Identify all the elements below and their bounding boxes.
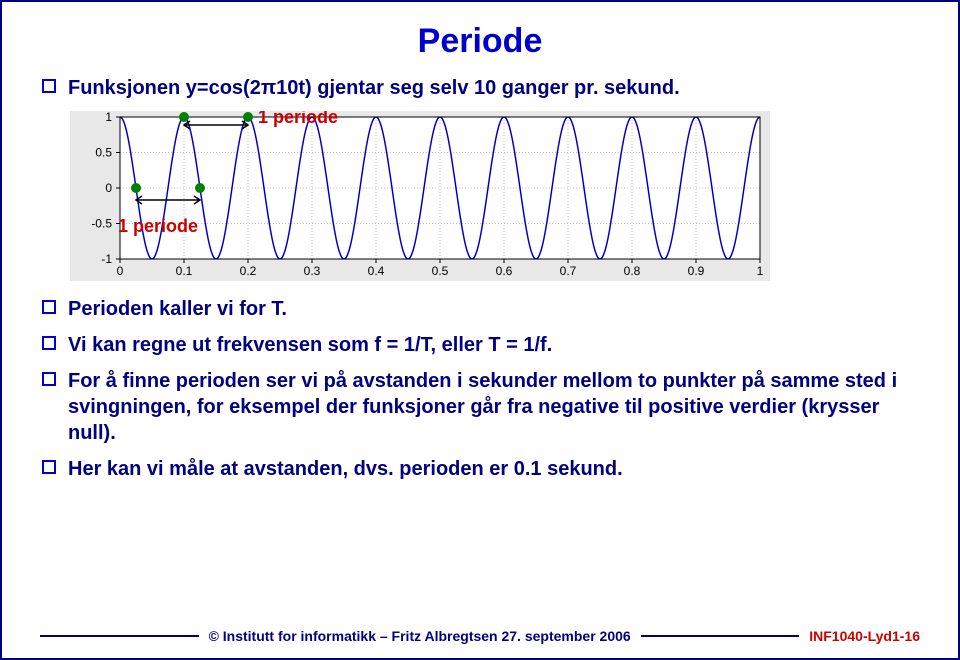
bullet-4: For å finne perioden ser vi på avstanden…: [42, 368, 920, 446]
svg-text:1 periode: 1 periode: [118, 216, 198, 236]
bullet-text: Her kan vi måle at avstanden, dvs. perio…: [68, 456, 623, 482]
bullet-text: Perioden kaller vi for T.: [68, 296, 287, 322]
bullet-5: Her kan vi måle at avstanden, dvs. perio…: [42, 456, 920, 482]
footer-left: © Institutt for informatikk – Fritz Albr…: [199, 628, 641, 644]
svg-text:1: 1: [105, 111, 112, 124]
svg-text:0.8: 0.8: [624, 264, 641, 278]
page-title: Periode: [40, 22, 920, 61]
svg-text:0: 0: [105, 181, 112, 195]
bullet-text: Funksjonen y=cos(2π10t) gjentar seg selv…: [68, 75, 680, 101]
svg-text:0.7: 0.7: [560, 264, 577, 278]
svg-text:0.5: 0.5: [432, 264, 449, 278]
bullet-text: Vi kan regne ut frekvensen som f = 1/T, …: [68, 332, 552, 358]
bullet-marker: [42, 336, 56, 350]
svg-text:-1: -1: [101, 252, 112, 266]
svg-text:0.3: 0.3: [304, 264, 321, 278]
svg-text:0.4: 0.4: [368, 264, 385, 278]
svg-text:-0.5: -0.5: [91, 217, 112, 231]
periode-chart: 0 0.1 0.2 0.3 0.4 0.5 0.6 0.7 0.8 0.9 1 -1 -0.5 0 0.5 1…: [70, 111, 770, 286]
bullet-1: Funksjonen y=cos(2π10t) gjentar seg selv…: [42, 75, 920, 101]
svg-text:1: 1: [757, 264, 764, 278]
bullet-marker: [42, 300, 56, 314]
svg-text:0.9: 0.9: [688, 264, 705, 278]
bullet-marker: [42, 79, 56, 93]
footer: © Institutt for informatikk – Fritz Albr…: [2, 628, 958, 644]
svg-text:0.1: 0.1: [176, 264, 193, 278]
svg-text:1 periode: 1 periode: [258, 111, 338, 127]
svg-text:0.6: 0.6: [496, 264, 513, 278]
footer-rule: [40, 635, 199, 637]
footer-rule: [641, 635, 800, 637]
svg-text:0: 0: [117, 264, 124, 278]
bullet-marker: [42, 372, 56, 386]
bullet-marker: [42, 460, 56, 474]
svg-text:0.5: 0.5: [95, 146, 112, 160]
bullet-3: Vi kan regne ut frekvensen som f = 1/T, …: [42, 332, 920, 358]
footer-right: INF1040-Lyd1-16: [799, 628, 920, 644]
bullet-text: For å finne perioden ser vi på avstanden…: [68, 368, 920, 446]
svg-text:0.2: 0.2: [240, 264, 257, 278]
bullet-2: Perioden kaller vi for T.: [42, 296, 920, 322]
